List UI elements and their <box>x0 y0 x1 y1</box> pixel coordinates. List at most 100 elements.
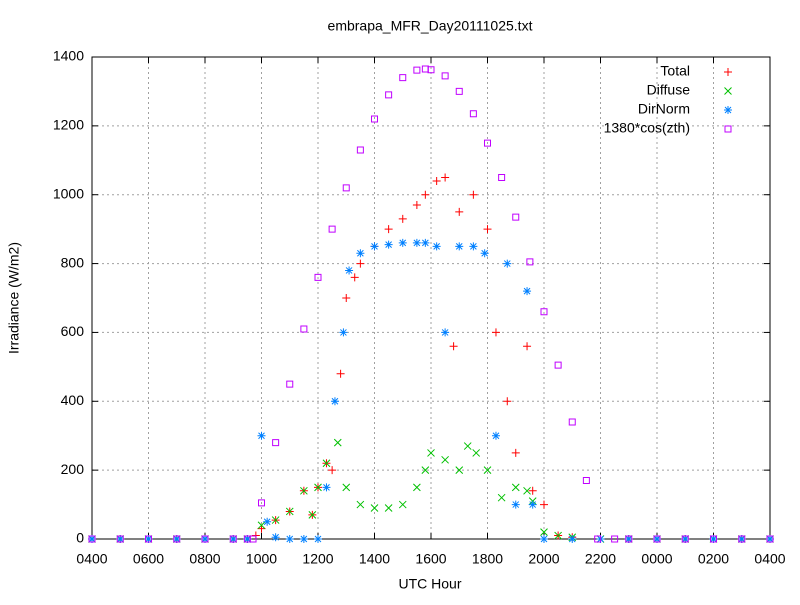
x-tick-label: 1800 <box>472 551 503 567</box>
x-tick-label: 1000 <box>246 551 277 567</box>
data-point <box>88 535 96 543</box>
data-point <box>116 535 125 543</box>
data-point <box>737 535 746 543</box>
legend-label: DirNorm <box>638 101 690 117</box>
data-point <box>594 535 602 543</box>
data-point <box>398 238 407 247</box>
y-axis-label: Irradiance (W/m2) <box>6 242 22 354</box>
data-point <box>526 258 534 266</box>
data-point <box>441 173 450 182</box>
data-point <box>503 397 512 406</box>
data-point <box>384 504 393 512</box>
data-point <box>511 500 520 509</box>
data-point <box>449 342 458 351</box>
data-point <box>738 535 746 543</box>
data-point <box>271 533 280 542</box>
data-point <box>540 500 548 509</box>
data-point <box>568 418 576 426</box>
data-point <box>455 207 464 216</box>
data-point <box>412 238 421 247</box>
data-point <box>201 535 209 543</box>
data-point <box>421 190 430 199</box>
y-tick-label: 400 <box>61 392 85 408</box>
data-point <box>299 535 308 543</box>
data-point <box>285 535 294 543</box>
legend-label: 1380*cos(zth) <box>604 120 690 136</box>
x-tick-label: 0000 <box>641 551 672 567</box>
data-point <box>469 190 478 199</box>
data-point <box>356 500 365 509</box>
data-point <box>523 486 531 495</box>
data-point <box>491 328 500 337</box>
data-point <box>480 249 489 258</box>
data-point <box>412 201 421 210</box>
x-tick-label: 1600 <box>415 551 446 567</box>
data-point <box>272 439 280 447</box>
data-point <box>249 535 257 543</box>
data-point <box>432 176 441 185</box>
data-point <box>427 66 435 74</box>
data-point <box>398 500 407 509</box>
legend-label: Diffuse <box>647 82 691 98</box>
data-point <box>172 535 181 543</box>
data-point <box>528 500 537 509</box>
data-point <box>528 486 537 495</box>
data-point <box>342 483 351 492</box>
data-point <box>345 266 354 275</box>
plot-border <box>91 56 771 540</box>
data-point <box>455 87 463 95</box>
x-tick-label: 2200 <box>585 551 616 567</box>
x-tick-label: 2000 <box>528 551 559 567</box>
data-point <box>370 242 379 251</box>
data-point <box>624 535 633 543</box>
data-point <box>653 535 661 543</box>
data-point <box>441 72 449 80</box>
data-point <box>322 483 331 492</box>
x-tick-label: 1200 <box>302 551 333 567</box>
data-point <box>511 483 520 492</box>
data-point <box>257 524 266 533</box>
x-axis-label: UTC Hour <box>398 576 461 592</box>
data-point <box>144 535 153 543</box>
data-point <box>330 397 339 406</box>
data-point <box>229 535 238 543</box>
data-point <box>350 273 359 282</box>
data-point <box>145 535 152 543</box>
data-point <box>455 466 464 474</box>
chart-title: embrapa_MFR_Day20111025.txt <box>328 18 533 34</box>
data-point <box>257 521 266 530</box>
data-point <box>300 486 308 495</box>
data-point <box>497 493 506 502</box>
data-point <box>554 531 562 540</box>
data-point <box>342 294 351 302</box>
data-point <box>469 110 477 118</box>
data-point <box>611 535 619 543</box>
data-point <box>314 535 322 543</box>
y-tick-label: 1200 <box>53 117 84 133</box>
data-point <box>229 535 237 543</box>
data-point <box>328 466 337 475</box>
legend-marker <box>724 87 732 95</box>
data-point <box>399 74 407 82</box>
data-point <box>371 115 378 123</box>
data-point <box>472 449 481 457</box>
y-tick-label: 600 <box>61 323 85 339</box>
data-point <box>384 225 393 234</box>
x-tick-label: 1400 <box>359 551 390 567</box>
data-point <box>484 139 491 147</box>
legend-label: Total <box>660 63 690 79</box>
data-point <box>286 380 294 388</box>
data-point <box>653 535 661 543</box>
data-point <box>710 535 717 543</box>
data-point <box>413 66 421 74</box>
data-point <box>455 242 464 251</box>
data-point <box>314 483 322 492</box>
legend-marker <box>724 106 732 114</box>
data-point <box>201 535 209 543</box>
data-point <box>483 466 492 474</box>
data-point <box>503 259 512 268</box>
data-point <box>173 535 181 543</box>
data-point <box>523 287 532 296</box>
data-point <box>413 483 421 492</box>
data-point <box>540 528 548 536</box>
